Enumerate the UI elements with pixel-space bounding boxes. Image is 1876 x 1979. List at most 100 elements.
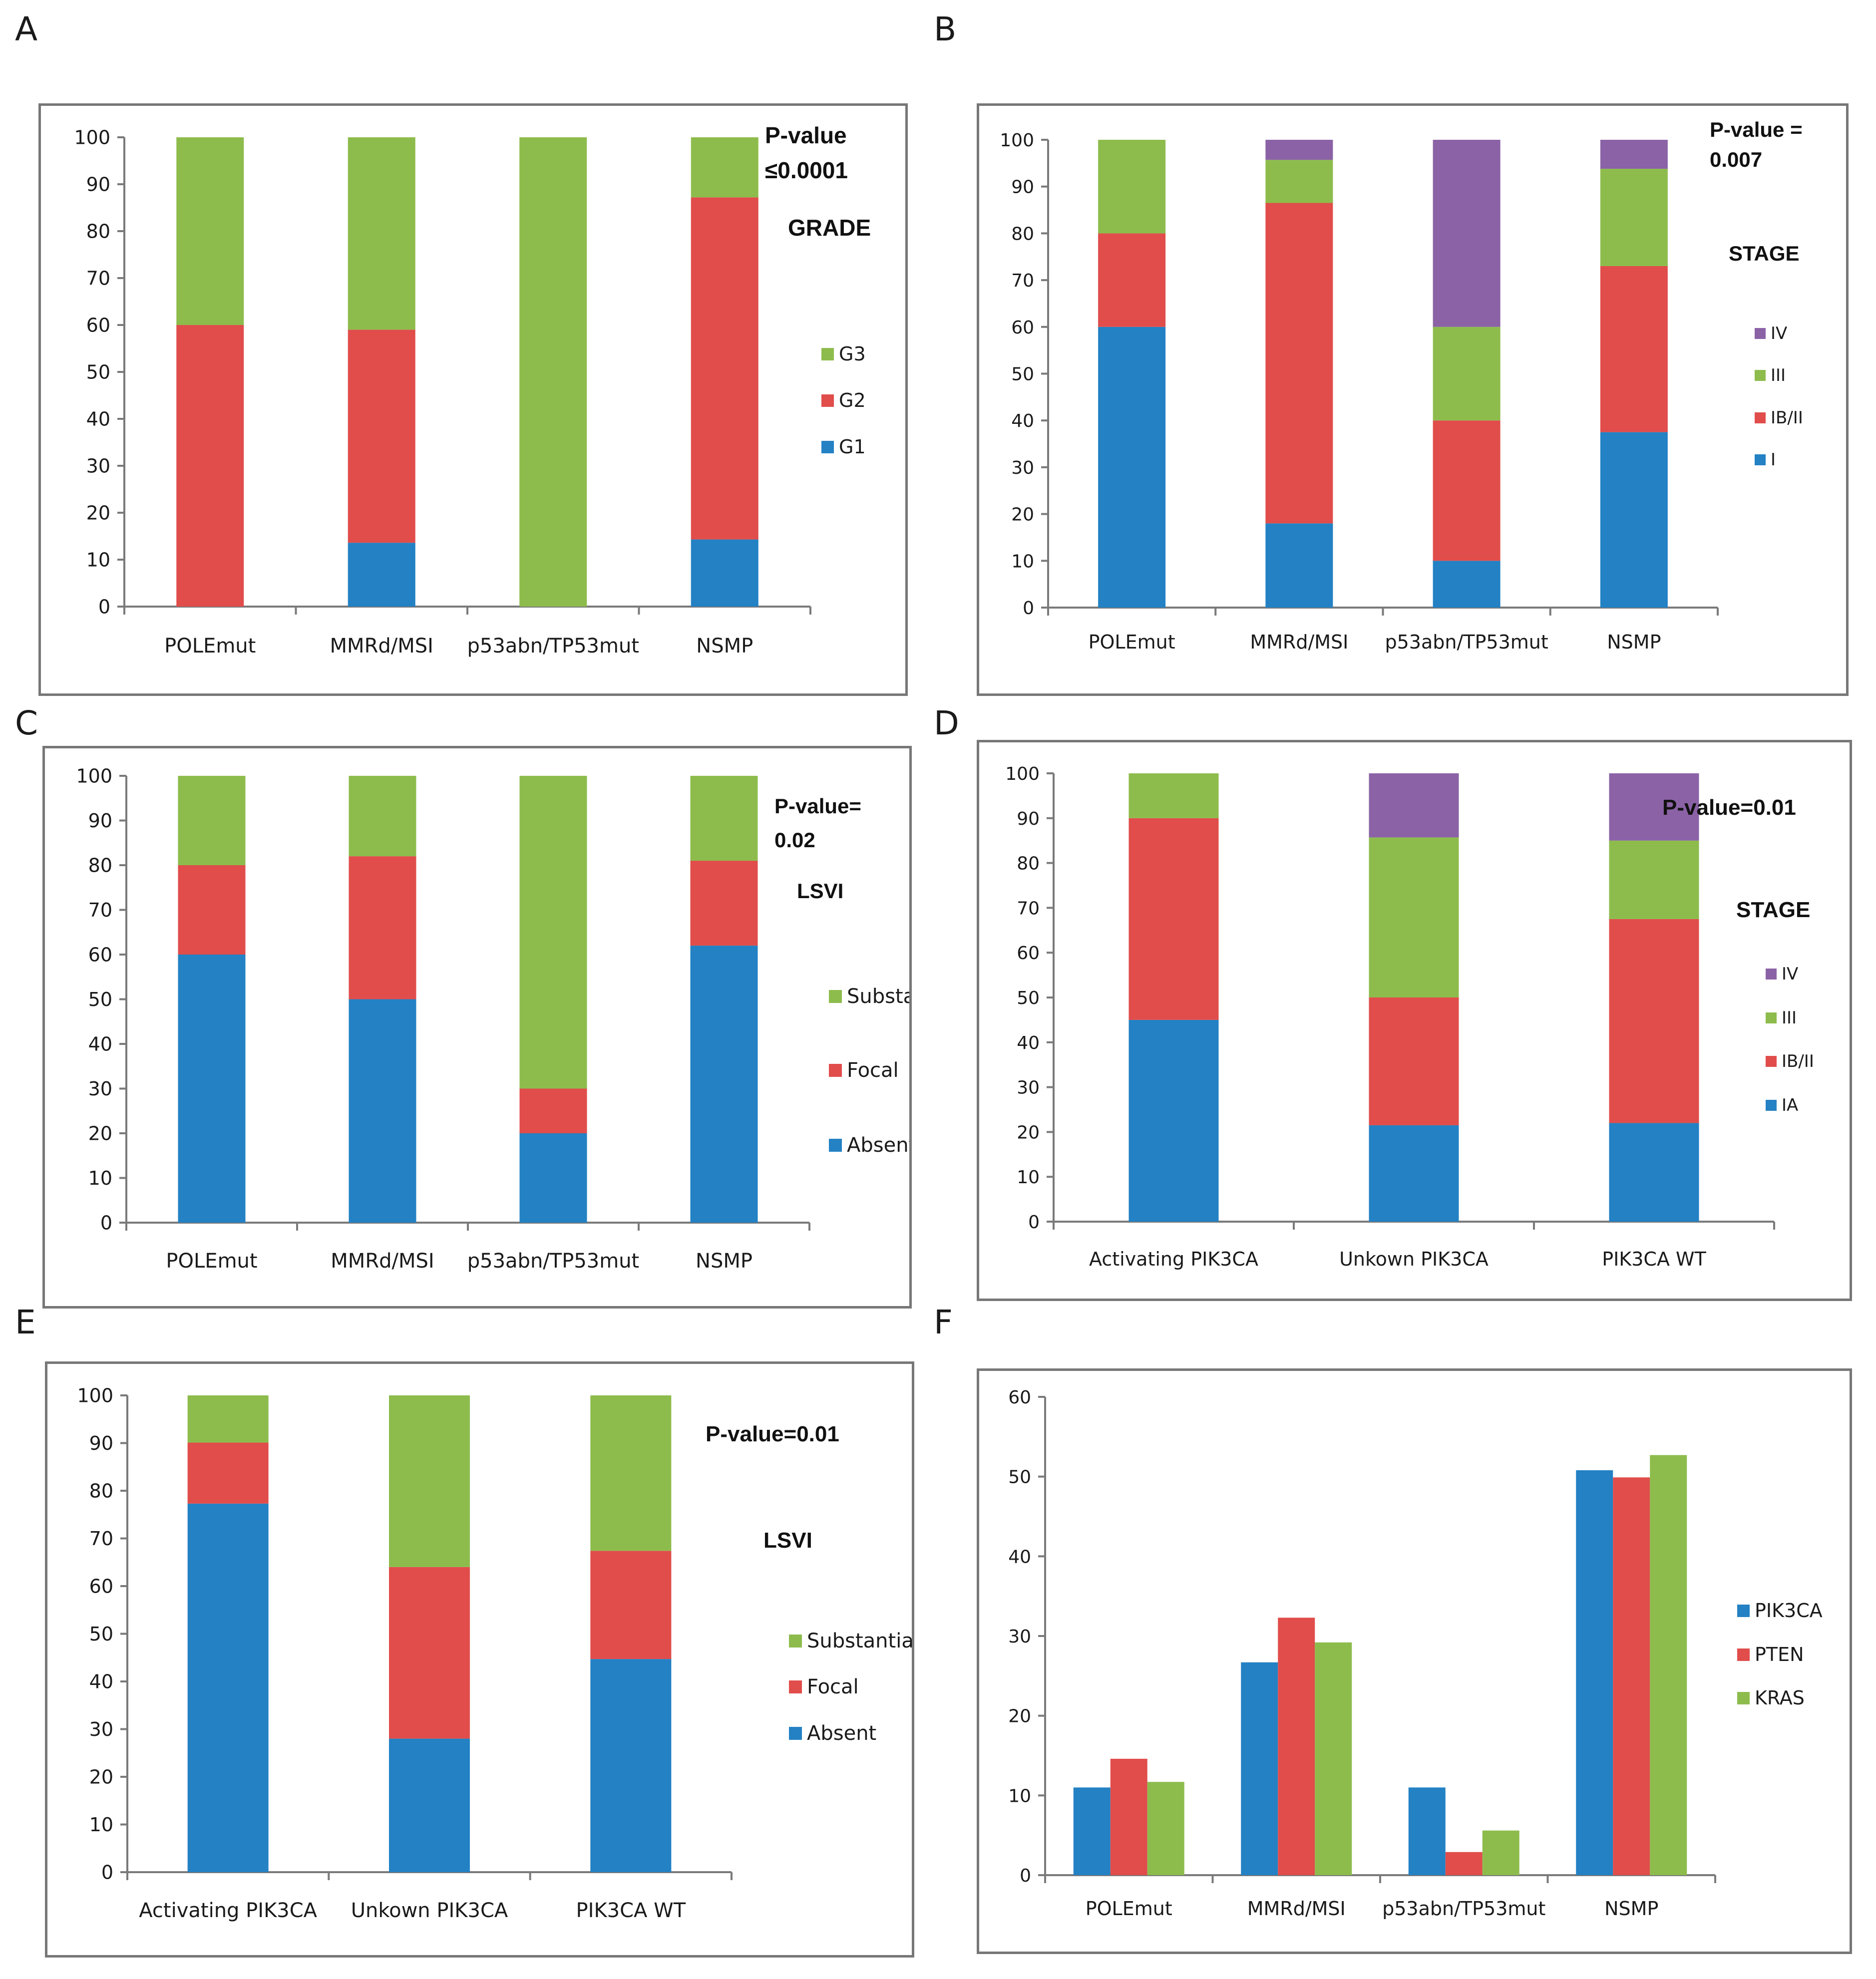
bar-segment-iii <box>1433 327 1501 421</box>
y-tick-label: 20 <box>1011 505 1034 525</box>
legend-title: LSVI <box>797 879 843 903</box>
y-tick-label: 60 <box>88 944 112 966</box>
y-tick-label: 30 <box>88 1078 112 1100</box>
bar-segment-iv <box>1600 140 1668 169</box>
bar-segment-ib-ii <box>1098 233 1166 327</box>
category-label: Unkown PIK3CA <box>1339 1248 1489 1270</box>
y-tick-label: 20 <box>1008 1706 1031 1727</box>
y-tick-label: 90 <box>89 1432 113 1454</box>
chart-e-svg: 0 10 20 30 40 50 60 70 80 90 100 Activating PIK3CA U… <box>77 1385 912 1922</box>
bar-segment-ib-ii <box>1128 818 1219 1020</box>
legend-swatch-absent <box>829 1139 842 1152</box>
p-value-annotation: 0.007 <box>1710 148 1762 171</box>
chart-panel-b: 0 10 20 30 40 50 60 70 80 90 100 POLEmut MMRd/MSI p53… <box>977 103 1849 696</box>
category-label: POLEmut <box>1089 631 1175 653</box>
panel-letter-a: A <box>15 10 38 48</box>
y-tick-label: 50 <box>1008 1467 1031 1488</box>
category-label: p53abn/TP53mut <box>467 1250 639 1273</box>
bar-segment-ia <box>1369 1125 1459 1222</box>
y-tick-label: 90 <box>1017 809 1040 829</box>
chart-b-svg: 0 10 20 30 40 50 60 70 80 90 100 POLEmut MMRd/MSI p53… <box>1000 118 1803 653</box>
legend-title: STAGE <box>1736 898 1810 922</box>
legend-swatch-g2 <box>821 394 834 407</box>
y-tick-label: 50 <box>89 1623 113 1645</box>
y-tick-label: 20 <box>89 1766 113 1788</box>
y-tick-label: 0 <box>1020 1866 1031 1886</box>
bar-segment-ib-ii <box>1609 919 1699 1123</box>
category-label: MMRd/MSI <box>330 635 433 658</box>
legend-label: Focal <box>807 1675 859 1698</box>
legend-label: IA <box>1782 1095 1798 1115</box>
y-tick-label: 50 <box>86 361 110 383</box>
y-tick-label: 70 <box>1011 271 1034 291</box>
legend-label: IV <box>1782 964 1798 984</box>
legend-label: Substantial <box>807 1630 912 1652</box>
y-tick-label: 40 <box>1008 1547 1031 1567</box>
bar-segment-g3 <box>176 137 244 325</box>
bar-segment-substantial <box>519 776 587 1089</box>
bar-pten <box>1278 1618 1315 1875</box>
legend-label: KRAS <box>1755 1687 1805 1709</box>
y-tick-label: 30 <box>1008 1627 1031 1647</box>
bar-segment-absent <box>389 1738 470 1872</box>
bar-segment-i <box>1265 523 1333 608</box>
legend-label: PTEN <box>1755 1644 1804 1665</box>
bar-segment-absent <box>187 1503 269 1872</box>
legend-swatch-g3 <box>821 348 834 360</box>
bar-segment-g1 <box>348 543 415 607</box>
y-tick-label: 100 <box>76 765 112 787</box>
y-tick-label: 80 <box>89 1480 113 1502</box>
bar-pik3ca <box>1073 1787 1111 1875</box>
y-tick-label: 70 <box>1017 898 1040 919</box>
bar-segment-substantial <box>389 1395 470 1567</box>
y-tick-label: 70 <box>88 899 112 921</box>
legend-label: IB/II <box>1771 408 1803 428</box>
category-label: NSMP <box>1604 1898 1658 1920</box>
bar-segment-g2 <box>348 330 415 543</box>
chart-panel-a: 0 10 20 30 40 50 60 70 80 90 100 POLEmut MMRd/MSI p53… <box>38 103 908 696</box>
bar-segment-focal <box>590 1551 672 1659</box>
bar-segment-g1 <box>691 539 758 607</box>
category-label: NSMP <box>1607 631 1661 653</box>
chart-f-svg: 0 10 20 30 40 50 60 POLEmut MMRd/MSI p53abn/TP53m… <box>1008 1387 1823 1920</box>
bar-kras <box>1315 1642 1352 1875</box>
p-value-annotation: P-value=0.01 <box>1662 795 1796 820</box>
category-label: POLEmut <box>164 635 256 658</box>
y-tick-label: 90 <box>1011 177 1034 198</box>
legend-swatch-i <box>1755 454 1766 465</box>
y-tick-label: 40 <box>89 1671 113 1693</box>
y-tick-label: 40 <box>86 408 110 430</box>
legend-swatch-pik3ca <box>1737 1605 1750 1617</box>
bar-segment-iii <box>1098 140 1166 234</box>
bar-kras <box>1650 1455 1687 1875</box>
y-tick-label: 90 <box>88 810 112 832</box>
category-label: MMRd/MSI <box>1250 631 1348 653</box>
legend-swatch-substantial <box>789 1635 802 1648</box>
y-tick-label: 20 <box>1017 1122 1040 1143</box>
legend-swatch-kras <box>1737 1692 1750 1704</box>
panel-letter-c: C <box>15 704 38 742</box>
category-label: NSMP <box>696 1250 752 1273</box>
legend-swatch-absent <box>789 1727 802 1740</box>
bar-kras <box>1482 1830 1519 1875</box>
legend-swatch-iii <box>1755 370 1766 381</box>
bar-segment-focal <box>349 856 416 999</box>
y-tick-label: 50 <box>1017 988 1040 1008</box>
y-tick-label: 90 <box>86 174 110 196</box>
panel-letter-d: D <box>934 704 959 742</box>
category-label: PIK3CA WT <box>1602 1248 1706 1270</box>
bar-segment-absent <box>690 946 758 1223</box>
y-tick-label: 50 <box>88 989 112 1010</box>
bar-segment-ia <box>1609 1123 1699 1222</box>
legend-swatch-iv <box>1766 969 1777 980</box>
y-tick-label: 40 <box>1011 411 1034 431</box>
y-tick-label: 0 <box>100 1212 112 1234</box>
y-tick-label: 80 <box>86 221 110 243</box>
bar-segment-iii <box>1600 169 1668 266</box>
legend-swatch-focal <box>829 1064 842 1077</box>
y-tick-label: 0 <box>1023 598 1034 619</box>
chart-d-svg: 0 10 20 30 40 50 60 70 80 90 100 Activating PIK3CA U… <box>1005 764 1814 1270</box>
bar-segment-ib-ii <box>1433 420 1501 561</box>
y-tick-label: 70 <box>89 1528 113 1550</box>
category-label: MMRd/MSI <box>1247 1898 1346 1920</box>
